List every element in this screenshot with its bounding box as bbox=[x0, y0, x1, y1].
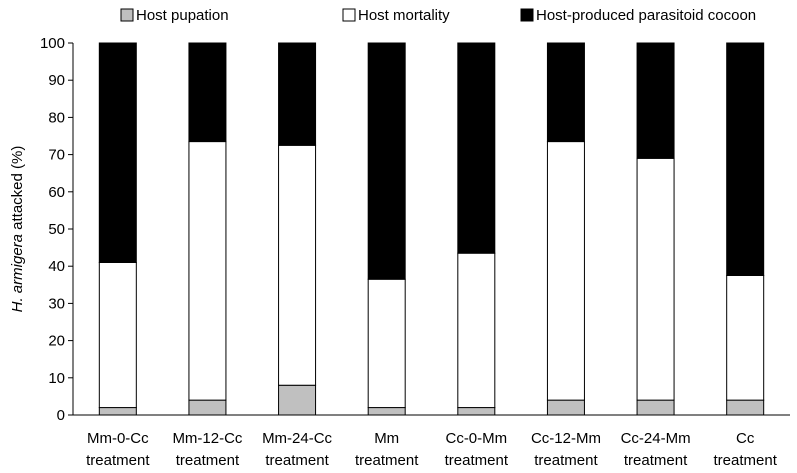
y-tick-label: 100 bbox=[40, 35, 65, 52]
bar-segment-host-mortality bbox=[457, 252, 496, 409]
bar-stack bbox=[367, 42, 406, 416]
bar-stack bbox=[188, 42, 227, 416]
legend-label: Host pupation bbox=[136, 7, 229, 24]
bar-segment-host-mortality bbox=[636, 157, 675, 401]
x-tick-label-line2: treatment bbox=[714, 452, 778, 469]
y-tick-label: 40 bbox=[48, 258, 65, 275]
x-tick-label-line2: treatment bbox=[624, 452, 688, 469]
bar-segment-host-pupation bbox=[188, 399, 227, 416]
bar-segment-parasitoid-cocoon bbox=[546, 42, 585, 143]
legend-swatch bbox=[520, 8, 534, 22]
bar-segment-host-pupation bbox=[726, 399, 765, 416]
x-axis: Mm-0-Cc treatment Mm-12-Cc treatment Mm-24-C… bbox=[73, 414, 790, 469]
y-tick-label: 60 bbox=[48, 184, 65, 201]
x-tick-label: Cc-0-Mm bbox=[445, 430, 507, 447]
bar-stack bbox=[457, 42, 496, 416]
y-tick-label: 10 bbox=[48, 370, 65, 387]
y-tick-label: 80 bbox=[48, 109, 65, 126]
x-tick-label: Cc-24-Mm bbox=[621, 430, 691, 447]
x-tick-label: Mm-12-Cc bbox=[172, 430, 242, 447]
legend-item: Host-produced parasitoid cocoon bbox=[520, 7, 756, 24]
y-axis: 0 10 20 30 40 50 60 70 80 90 100 bbox=[40, 35, 74, 424]
bar-segment-host-mortality bbox=[726, 275, 765, 401]
x-tick-label: Mm-0-Cc bbox=[87, 430, 149, 447]
bar-segment-host-mortality bbox=[367, 278, 406, 409]
y-tick-label: 90 bbox=[48, 72, 65, 89]
x-tick-label-line2: treatment bbox=[355, 452, 419, 469]
bar-segment-parasitoid-cocoon bbox=[367, 42, 406, 280]
legend-swatch bbox=[342, 8, 356, 22]
y-tick-label: 30 bbox=[48, 295, 65, 312]
y-axis-title-rest: attacked (%) bbox=[9, 146, 26, 234]
bar-stack bbox=[278, 42, 317, 416]
x-tick-label-line2: treatment bbox=[265, 452, 329, 469]
bar-segment-parasitoid-cocoon bbox=[726, 42, 765, 276]
bar-segment-parasitoid-cocoon bbox=[188, 42, 227, 143]
x-tick-label: Cc-12-Mm bbox=[531, 430, 601, 447]
bar-segment-host-pupation bbox=[98, 407, 137, 416]
x-tick-label-line2: treatment bbox=[176, 452, 240, 469]
y-axis-title-italic: H. armigera bbox=[9, 234, 26, 312]
x-tick-label-line2: treatment bbox=[445, 452, 509, 469]
legend-item: Host pupation bbox=[120, 7, 229, 24]
bar-segment-parasitoid-cocoon bbox=[457, 42, 496, 254]
bar-segment-host-pupation bbox=[636, 399, 675, 416]
bar-segment-host-pupation bbox=[457, 407, 496, 416]
bar-segment-host-mortality bbox=[98, 261, 137, 409]
bar-segment-host-mortality bbox=[278, 144, 317, 386]
y-tick-label: 0 bbox=[57, 407, 65, 424]
legend: Host pupation Host mortality Host-produced… bbox=[120, 7, 756, 24]
bars bbox=[98, 42, 765, 416]
x-tick-label: Mm bbox=[374, 430, 399, 447]
bar-segment-host-mortality bbox=[546, 141, 585, 401]
x-tick-label: Cc bbox=[736, 430, 755, 447]
x-tick-label-line2: treatment bbox=[86, 452, 150, 469]
legend-swatch bbox=[120, 8, 134, 22]
y-axis-title: H. armigera attacked (%) bbox=[9, 146, 26, 313]
bar-segment-host-mortality bbox=[188, 141, 227, 401]
bar-segment-parasitoid-cocoon bbox=[98, 42, 137, 263]
bar-stack bbox=[546, 42, 585, 416]
bar-stack bbox=[98, 42, 137, 416]
bar-segment-parasitoid-cocoon bbox=[278, 42, 317, 146]
y-tick-label: 50 bbox=[48, 221, 65, 238]
legend-label: Host-produced parasitoid cocoon bbox=[536, 7, 756, 24]
y-tick-label: 70 bbox=[48, 147, 65, 164]
bar-segment-host-pupation bbox=[546, 399, 585, 416]
bar-segment-parasitoid-cocoon bbox=[636, 42, 675, 159]
x-tick-label: Mm-24-Cc bbox=[262, 430, 332, 447]
y-tick-label: 20 bbox=[48, 333, 65, 350]
legend-item: Host mortality bbox=[342, 7, 450, 24]
bar-stack bbox=[636, 42, 675, 416]
bar-segment-host-pupation bbox=[278, 384, 317, 416]
bar-stack bbox=[726, 42, 765, 416]
x-tick-label-line2: treatment bbox=[534, 452, 598, 469]
bar-segment-host-pupation bbox=[367, 407, 406, 416]
legend-label: Host mortality bbox=[358, 7, 450, 24]
